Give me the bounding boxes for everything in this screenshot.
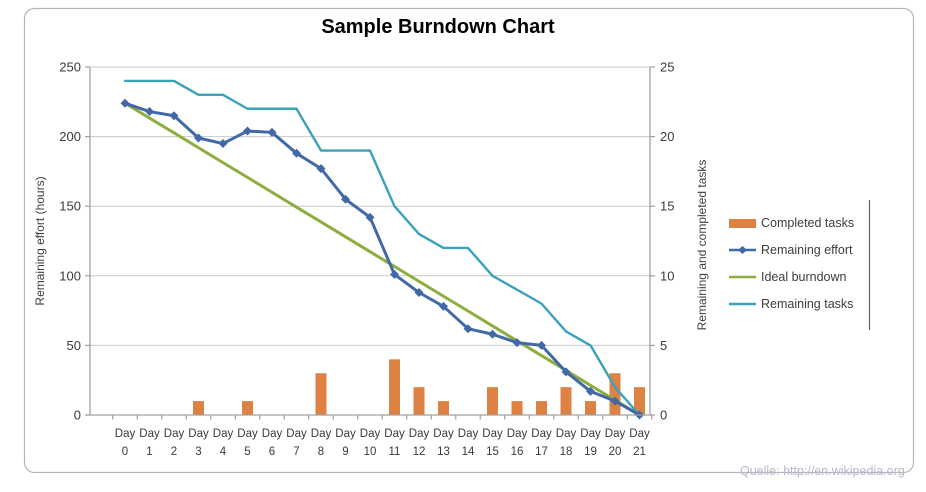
x-category-label: Day 10 xyxy=(360,428,381,458)
x-category-label: Day 18 xyxy=(556,428,577,458)
diamond-marker xyxy=(586,386,595,396)
x-category-label: Day 0 xyxy=(115,428,136,458)
completed-tasks-bar xyxy=(242,401,253,415)
diamond-marker xyxy=(512,338,522,348)
chart-legend: Completed tasks Remaining effort Ideal bur… xyxy=(729,213,854,321)
right-tick-label: 25 xyxy=(660,60,674,75)
diamond-marker xyxy=(243,126,252,136)
source-caption: Quelle: http://en.wikipedia.org xyxy=(740,464,905,478)
diamond-marker xyxy=(439,301,448,311)
x-category-label: Day 20 xyxy=(605,428,626,458)
diamond-marker xyxy=(120,98,130,108)
diamond-marker xyxy=(292,148,301,158)
diamond-marker xyxy=(218,139,228,149)
x-category-label: Day 5 xyxy=(237,428,258,458)
x-category-label: Day 14 xyxy=(458,428,479,458)
remaining-effort-line xyxy=(123,101,641,417)
diamond-marker xyxy=(610,396,620,406)
diamond-marker xyxy=(390,269,399,279)
legend-label: Remaining effort xyxy=(761,242,853,257)
x-category-label: Day 8 xyxy=(311,428,332,458)
right-axis-title: Remaining and completed tasks xyxy=(695,159,709,331)
completed-tasks-bar xyxy=(585,401,596,415)
right-tick-label: 20 xyxy=(660,129,674,144)
x-category-label: Day 13 xyxy=(433,428,454,458)
x-category-label: Day 9 xyxy=(335,428,356,458)
right-tick-label: 10 xyxy=(660,268,674,283)
chart-border xyxy=(23,7,915,474)
x-category-label: Day 3 xyxy=(188,428,209,458)
x-category-label: Day 11 xyxy=(384,428,405,458)
x-category-label: Day 17 xyxy=(531,428,552,458)
completed-tasks-bar xyxy=(315,373,327,415)
completed-tasks-bar xyxy=(487,387,498,415)
left-tick-label: 150 xyxy=(59,199,81,214)
legend-item: Ideal burndown xyxy=(729,267,854,286)
legend-label: Ideal burndown xyxy=(761,269,847,284)
completed-tasks-bar xyxy=(389,359,400,415)
legend-swatch-line-diamond xyxy=(729,245,756,254)
left-tick-label: 50 xyxy=(67,338,81,353)
remaining-tasks-line xyxy=(123,79,641,417)
x-category-label: Day 21 xyxy=(629,428,650,458)
legend-item: Remaining tasks xyxy=(729,294,854,313)
chart-title: Sample Burndown Chart xyxy=(321,16,555,38)
diamond-marker xyxy=(463,324,473,334)
diamond-marker xyxy=(316,164,326,174)
ideal-burndown-line xyxy=(123,101,641,417)
completed-tasks-bar xyxy=(413,387,425,415)
legend-label: Remaining tasks xyxy=(761,296,854,311)
completed-tasks-bar xyxy=(193,401,204,415)
completed-tasks-bar xyxy=(609,373,621,415)
legend-swatch-line xyxy=(729,302,756,305)
left-axis-title: Remaining effort (hours) xyxy=(33,176,47,306)
completed-tasks-bar xyxy=(438,401,449,415)
x-category-label: Day 1 xyxy=(139,428,160,458)
legend-item: Remaining effort xyxy=(729,240,854,259)
x-category-label: Day 12 xyxy=(409,428,430,458)
diamond-marker xyxy=(145,107,154,117)
diamond-marker xyxy=(267,127,277,137)
diamond-marker xyxy=(341,194,350,204)
x-category-label: Day 19 xyxy=(580,428,601,458)
diamond-marker xyxy=(537,340,546,350)
x-category-label: Day 16 xyxy=(507,428,528,458)
x-category-label: Day 7 xyxy=(286,428,307,458)
right-tick-label: 0 xyxy=(660,408,667,423)
left-tick-label: 250 xyxy=(59,60,81,75)
completed-tasks-bar xyxy=(560,387,572,415)
completed-tasks-bar xyxy=(634,387,645,415)
legend-item: Completed tasks xyxy=(729,213,854,232)
diamond-marker xyxy=(561,367,571,377)
right-tick-label: 5 xyxy=(660,338,667,353)
diamond-marker xyxy=(414,288,424,298)
completed-tasks-bar xyxy=(536,401,547,415)
x-category-label: Day 2 xyxy=(164,428,185,458)
legend-label: Completed tasks xyxy=(761,215,855,230)
completed-tasks-bar xyxy=(511,401,523,415)
diamond-marker xyxy=(488,329,497,339)
left-tick-label: 200 xyxy=(59,129,81,144)
legend-swatch-line xyxy=(729,275,756,278)
x-category-label: Day 4 xyxy=(213,428,234,458)
right-tick-label: 15 xyxy=(660,199,674,214)
x-category-label: Day 15 xyxy=(482,428,503,458)
left-tick-label: 0 xyxy=(74,408,81,423)
left-tick-label: 100 xyxy=(59,268,81,283)
diamond-marker xyxy=(194,133,203,143)
legend-swatch-bar xyxy=(729,218,756,228)
diamond-marker xyxy=(365,212,375,222)
x-category-label: Day 6 xyxy=(262,428,283,458)
diamond-marker xyxy=(169,111,179,121)
